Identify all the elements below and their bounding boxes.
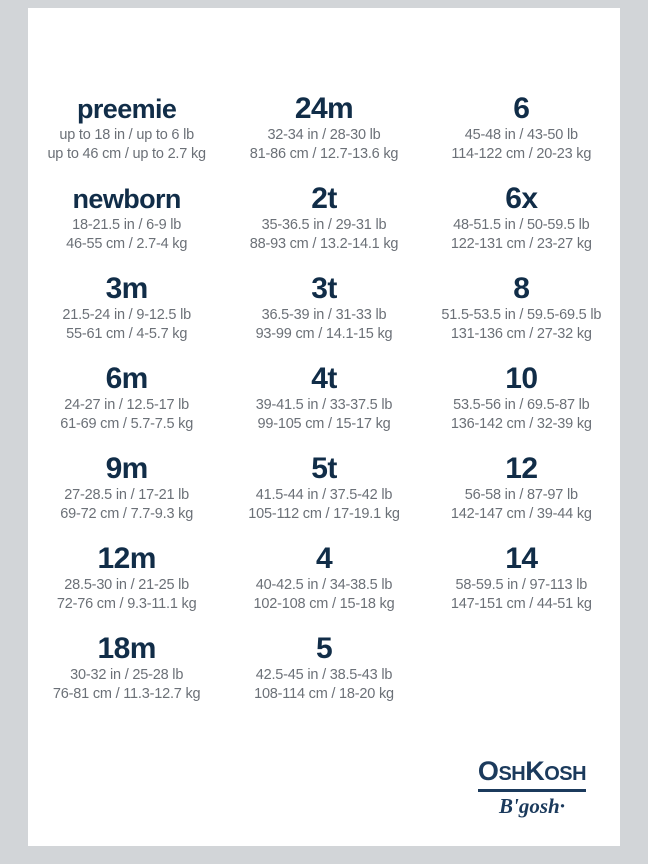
size-entry-preemie: preemie up to 18 in / up to 6 lb up to 46 … <box>28 90 225 180</box>
size-imperial-measurement: 45-48 in / 43-50 lb <box>464 127 578 143</box>
logo-letters-osh: OSH <box>544 763 587 785</box>
size-metric-measurement: 99-105 cm / 15-17 kg <box>257 416 391 432</box>
size-entry-newborn: newborn 18-21.5 in / 6-9 lb 46-55 cm / 2.7… <box>28 180 225 270</box>
logo-letters-sh: SH <box>498 763 526 785</box>
size-imperial-measurement: 42.5-45 in / 38.5-43 lb <box>255 667 393 683</box>
logo-script-bgosh: B'gosh· <box>499 794 565 818</box>
size-metric-measurement: 76-81 cm / 11.3-12.7 kg <box>52 686 201 702</box>
size-entry-12m: 12m 28.5-30 in / 21-25 lb 72-76 cm / 9.3-1… <box>28 540 225 630</box>
size-entry-3m: 3m 21.5-24 in / 9-12.5 lb 55-61 cm / 4-5.7… <box>28 270 225 360</box>
size-metric-measurement: 131-136 cm / 27-32 kg <box>450 326 592 342</box>
size-metric-measurement: 114-122 cm / 20-23 kg <box>451 146 592 162</box>
size-label: preemie <box>76 94 177 124</box>
size-chart-row: preemie up to 18 in / up to 6 lb up to 46 … <box>28 90 620 180</box>
size-metric-measurement: 142-147 cm / 39-44 kg <box>450 506 592 522</box>
size-metric-measurement: 69-72 cm / 7.7-9.3 kg <box>60 506 194 522</box>
size-chart-row: 12m 28.5-30 in / 21-25 lb 72-76 cm / 9.3-1… <box>28 540 620 630</box>
size-metric-measurement: 81-86 cm / 12.7-13.6 kg <box>249 146 399 162</box>
size-imperial-measurement: 32-34 in / 28-30 lb <box>267 127 381 143</box>
size-metric-measurement: 61-69 cm / 5.7-7.5 kg <box>60 416 194 432</box>
size-imperial-measurement: 24-27 in / 12.5-17 lb <box>64 397 190 413</box>
size-imperial-measurement: up to 18 in / up to 6 lb <box>59 127 194 143</box>
size-imperial-measurement: 27-28.5 in / 17-21 lb <box>64 487 190 503</box>
size-metric-measurement: 55-61 cm / 4-5.7 kg <box>66 326 188 342</box>
size-imperial-measurement: 51.5-53.5 in / 59.5-69.5 lb <box>441 307 602 323</box>
size-label: 6 <box>513 92 530 125</box>
size-label: 6m <box>105 362 149 395</box>
size-metric-measurement: 122-131 cm / 23-27 kg <box>450 236 592 252</box>
size-entry-18m: 18m 30-32 in / 25-28 lb 76-81 cm / 11.3-12… <box>28 630 225 720</box>
size-label: 4t <box>311 362 337 395</box>
size-metric-measurement: 108-114 cm / 18-20 kg <box>254 686 394 702</box>
size-label: newborn <box>72 184 182 214</box>
size-imperial-measurement: 28.5-30 in / 21-25 lb <box>64 577 190 593</box>
size-label: 3m <box>105 272 149 305</box>
size-label: 8 <box>513 272 530 305</box>
size-chart-row: 6m 24-27 in / 12.5-17 lb 61-69 cm / 5.7-7.… <box>28 360 620 450</box>
size-entry-10: 10 53.5-56 in / 69.5-87 lb 136-142 cm / 32… <box>423 360 620 450</box>
size-chart-row: 3m 21.5-24 in / 9-12.5 lb 55-61 cm / 4-5.7… <box>28 270 620 360</box>
size-chart-sheet: preemie up to 18 in / up to 6 lb up to 46 … <box>28 8 620 846</box>
size-chart-row: newborn 18-21.5 in / 6-9 lb 46-55 cm / 2.7… <box>28 180 620 270</box>
size-imperial-measurement: 58-59.5 in / 97-113 lb <box>455 577 588 593</box>
size-entry-2t: 2t 35-36.5 in / 29-31 lb 88-93 cm / 13.2-1… <box>225 180 422 270</box>
size-label: 2t <box>311 182 337 215</box>
size-label: 6x <box>505 182 538 215</box>
logo-wordmark: OSHKOSH <box>477 756 587 792</box>
size-entry-8: 8 51.5-53.5 in / 59.5-69.5 lb 131-136 cm /… <box>423 270 620 360</box>
size-metric-measurement: 102-108 cm / 15-18 kg <box>253 596 395 612</box>
logo-letter-o1: O <box>477 756 499 786</box>
size-imperial-measurement: 18-21.5 in / 6-9 lb <box>72 217 182 233</box>
size-label: 5 <box>315 632 333 665</box>
size-metric-measurement: 147-151 cm / 44-51 kg <box>450 596 592 612</box>
size-entry-14: 14 58-59.5 in / 97-113 lb 147-151 cm / 44-… <box>423 540 620 630</box>
size-label: 9m <box>105 452 149 485</box>
size-entry-4t: 4t 39-41.5 in / 33-37.5 lb 99-105 cm / 15-… <box>225 360 422 450</box>
oshkosh-bgosh-logo: OSHKOSH B'gosh· <box>466 757 598 818</box>
size-label: 3t <box>311 272 337 305</box>
size-imperial-measurement: 21.5-24 in / 9-12.5 lb <box>62 307 191 323</box>
size-metric-measurement: 72-76 cm / 9.3-11.1 kg <box>56 596 197 612</box>
size-entry-5: 5 42.5-45 in / 38.5-43 lb 108-114 cm / 18-… <box>225 630 422 720</box>
size-entry-4: 4 40-42.5 in / 34-38.5 lb 102-108 cm / 15-… <box>225 540 422 630</box>
size-metric-measurement: up to 46 cm / up to 2.7 kg <box>47 146 206 162</box>
size-imperial-measurement: 35-36.5 in / 29-31 lb <box>261 217 387 233</box>
size-entry-6x: 6x 48-51.5 in / 50-59.5 lb 122-131 cm / 23… <box>423 180 620 270</box>
size-imperial-measurement: 53.5-56 in / 69.5-87 lb <box>453 397 590 413</box>
size-label: 4 <box>315 542 333 575</box>
size-entry-9m: 9m 27-28.5 in / 17-21 lb 69-72 cm / 7.7-9.… <box>28 450 225 540</box>
size-chart-row: 18m 30-32 in / 25-28 lb 76-81 cm / 11.3-12… <box>28 630 620 720</box>
size-entry-24m: 24m 32-34 in / 28-30 lb 81-86 cm / 12.7-13… <box>225 90 422 180</box>
size-chart-row: 9m 27-28.5 in / 17-21 lb 69-72 cm / 7.7-9.… <box>28 450 620 540</box>
size-label: 10 <box>505 362 538 395</box>
size-imperial-measurement: 40-42.5 in / 34-38.5 lb <box>255 577 393 593</box>
size-imperial-measurement: 56-58 in / 87-97 lb <box>464 487 578 503</box>
logo-letter-k: K <box>525 756 545 786</box>
size-metric-measurement: 105-112 cm / 17-19.1 kg <box>248 506 400 522</box>
size-imperial-measurement: 30-32 in / 25-28 lb <box>70 667 184 683</box>
size-label: 12m <box>97 542 157 575</box>
size-entry-3t: 3t 36.5-39 in / 31-33 lb 93-99 cm / 14.1-1… <box>225 270 422 360</box>
size-imperial-measurement: 41.5-44 in / 37.5-42 lb <box>255 487 393 503</box>
size-metric-measurement: 88-93 cm / 13.2-14.1 kg <box>249 236 399 252</box>
size-chart-grid: preemie up to 18 in / up to 6 lb up to 46 … <box>28 90 620 720</box>
size-metric-measurement: 93-99 cm / 14.1-15 kg <box>255 326 393 342</box>
size-imperial-measurement: 39-41.5 in / 33-37.5 lb <box>255 397 393 413</box>
size-entry-12: 12 56-58 in / 87-97 lb 142-147 cm / 39-44 … <box>423 450 620 540</box>
size-label: 24m <box>294 92 354 125</box>
size-metric-measurement: 136-142 cm / 32-39 kg <box>450 416 592 432</box>
size-label: 14 <box>505 542 538 575</box>
size-entry-5t: 5t 41.5-44 in / 37.5-42 lb 105-112 cm / 17… <box>225 450 422 540</box>
size-imperial-measurement: 36.5-39 in / 31-33 lb <box>261 307 387 323</box>
size-imperial-measurement: 48-51.5 in / 50-59.5 lb <box>453 217 590 233</box>
size-label: 12 <box>505 452 538 485</box>
size-entry-6: 6 45-48 in / 43-50 lb 114-122 cm / 20-23 k… <box>423 90 620 180</box>
size-entry-6m: 6m 24-27 in / 12.5-17 lb 61-69 cm / 5.7-7.… <box>28 360 225 450</box>
size-metric-measurement: 46-55 cm / 2.7-4 kg <box>66 236 188 252</box>
size-label: 18m <box>97 632 157 665</box>
size-label: 5t <box>311 452 337 485</box>
